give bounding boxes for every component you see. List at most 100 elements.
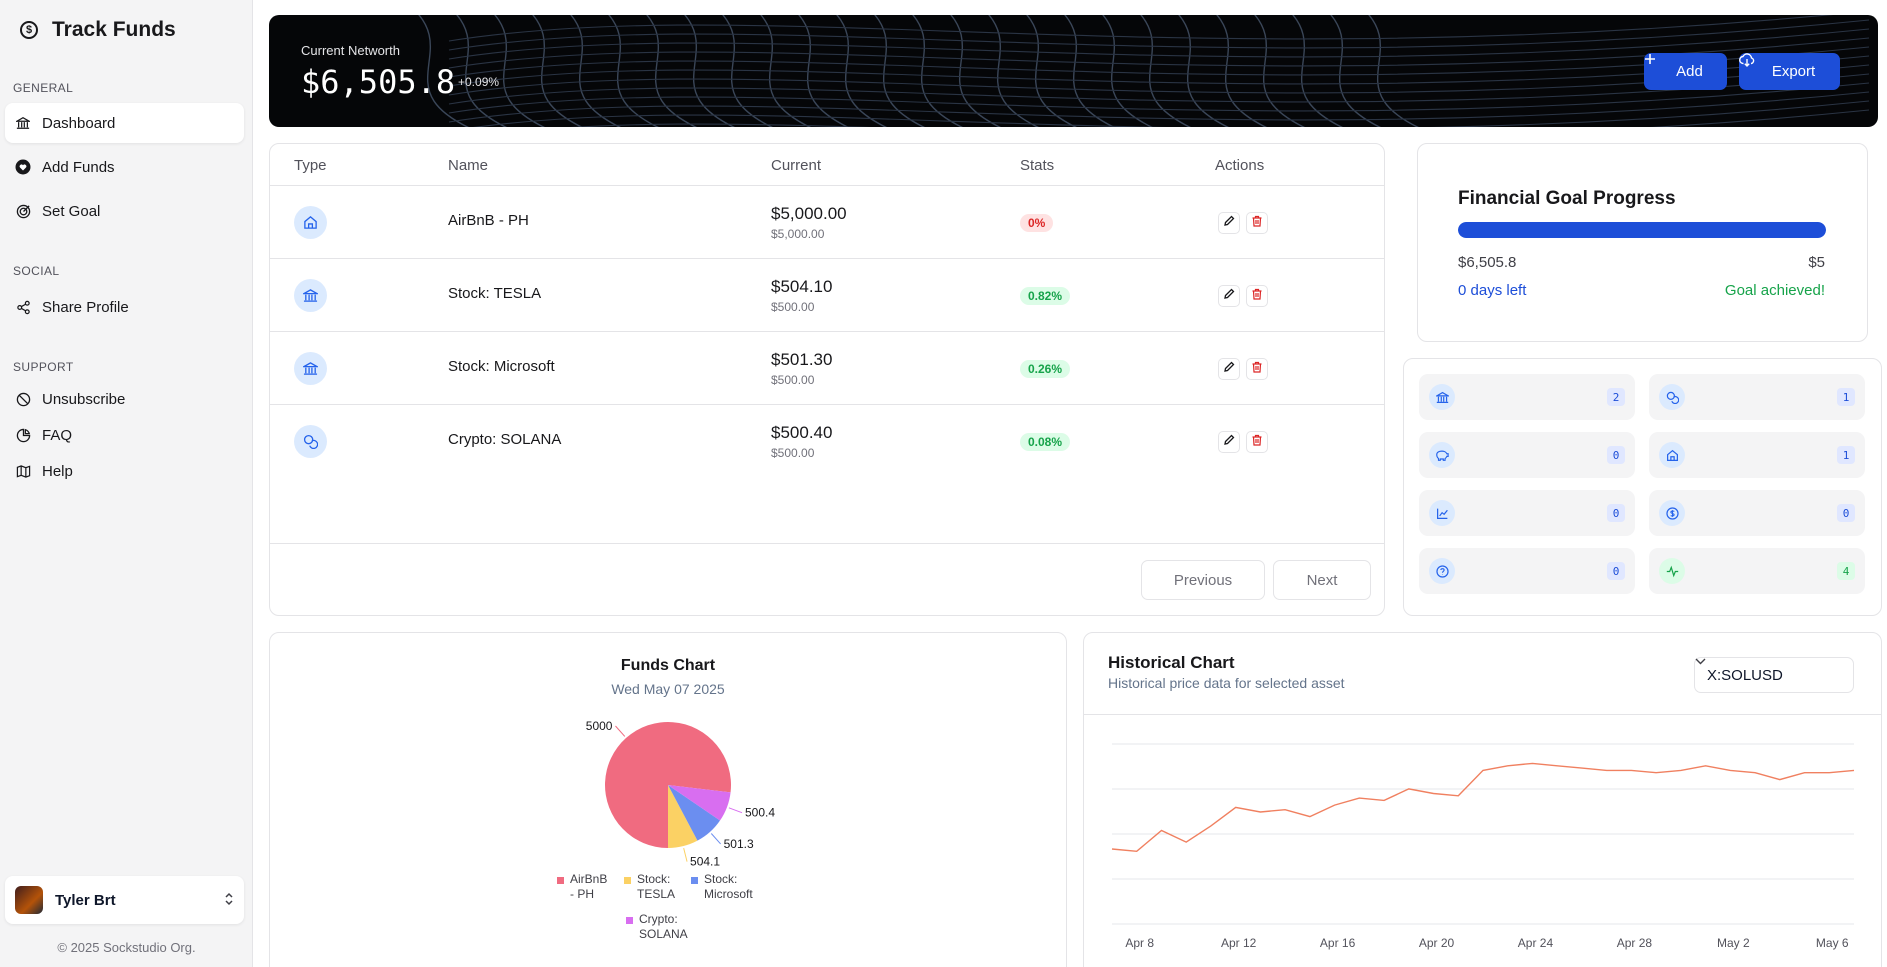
legend-swatch (624, 877, 631, 884)
wave-line (1254, 15, 1306, 127)
wave-line (760, 15, 812, 127)
table-row: Stock: TESLA $504.10 $500.00 0.82% (270, 258, 1384, 331)
next-button[interactable]: Next (1273, 560, 1371, 600)
export-button[interactable]: Export (1739, 53, 1840, 90)
map-icon (14, 462, 32, 480)
legend-label: Stock: TESLA (637, 872, 675, 901)
pie-slice-solana[interactable] (668, 785, 731, 821)
wave-line (418, 15, 470, 127)
asset-select[interactable]: X:SOLUSD (1694, 657, 1854, 693)
coins-icon (294, 425, 327, 458)
wave-line (568, 109, 1870, 127)
wave-line (448, 28, 1870, 60)
sidebar-item-help[interactable]: Help (5, 451, 244, 491)
goal-status: Goal achieved! (1724, 282, 1825, 299)
networth-label: Current Networth (301, 43, 400, 58)
count-card[interactable]: 1 (1649, 374, 1865, 420)
chevron-up-down-icon (224, 892, 234, 909)
previous-button[interactable]: Previous (1141, 560, 1265, 600)
goal-title: Financial Goal Progress (1458, 188, 1676, 209)
networth-value: $6,505.8 (301, 63, 456, 101)
pie-chart: 5000 504.1 501.3 500.4 AirBnB - PH Stock: TESLA… (557, 719, 775, 941)
count-value: 1 (1837, 446, 1855, 464)
brand[interactable]: $ Track Funds (20, 18, 176, 42)
pie-data-label: 504.1 (690, 855, 720, 869)
bank-icon (294, 279, 327, 312)
wave-line (646, 15, 698, 127)
piggy-bank-icon (1429, 442, 1455, 468)
edit-button[interactable] (1218, 358, 1240, 380)
pie-label-leader (710, 833, 721, 845)
wave-line (448, 37, 1870, 69)
sidebar-item-unsubscribe[interactable]: Unsubscribe (5, 379, 244, 419)
wave-line (448, 82, 1870, 114)
wave-line (448, 91, 1870, 123)
add-button[interactable]: Add (1644, 53, 1727, 90)
goal-days-left: 0 days left (1458, 282, 1527, 299)
table-row: Crypto: SOLANA $500.40 $500.00 0.08% (270, 404, 1384, 477)
chart-title: Funds Chart (620, 657, 716, 674)
delete-button[interactable] (1246, 431, 1268, 453)
sidebar-item-label: Dashboard (42, 114, 116, 132)
share-icon (14, 298, 32, 316)
goal-target: $5 (1808, 254, 1825, 271)
x-tick-label: Apr 20 (1419, 936, 1455, 950)
sidebar-item-faq[interactable]: FAQ (5, 415, 244, 455)
row-initial: $500.00 (771, 373, 815, 387)
count-card[interactable]: 0 (1419, 548, 1635, 594)
count-value: 0 (1607, 446, 1625, 464)
pie-chart-icon (14, 426, 32, 444)
edit-button[interactable] (1218, 285, 1240, 307)
delete-button[interactable] (1246, 212, 1268, 234)
edit-button[interactable] (1218, 212, 1240, 234)
pie-slice-tesla[interactable] (668, 785, 698, 848)
delete-button[interactable] (1246, 285, 1268, 307)
pencil-icon (1223, 287, 1235, 305)
x-tick-label: Apr 12 (1221, 936, 1257, 950)
x-tick-label: Apr 8 (1125, 936, 1154, 950)
count-card[interactable]: 0 (1649, 490, 1865, 536)
count-card[interactable]: 2 (1419, 374, 1635, 420)
sidebar-item-dashboard[interactable]: Dashboard (5, 103, 244, 143)
user-menu[interactable]: Tyler Brt (5, 876, 244, 924)
wave-line (570, 15, 622, 127)
wave-line (684, 15, 736, 127)
nav-section-general: GENERAL (13, 81, 74, 95)
sidebar-item-label: Set Goal (42, 202, 101, 220)
wave-line (1102, 15, 1154, 127)
sidebar-item-label: Unsubscribe (42, 390, 126, 408)
asset-select-value: X:SOLUSD (1707, 666, 1783, 684)
chart-date: Wed May 07 2025 (611, 681, 725, 697)
wave-line (1140, 15, 1192, 127)
wave-line (722, 15, 774, 127)
chart-line-icon (1429, 500, 1455, 526)
count-card[interactable]: 4 (1649, 548, 1865, 594)
wave-line (1026, 15, 1078, 127)
wave-pattern (418, 15, 1870, 127)
export-button-label: Export (1771, 63, 1816, 80)
brand-name: Track Funds (52, 18, 176, 41)
trash-icon (1251, 360, 1263, 378)
column-header-actions: Actions (1215, 157, 1265, 174)
count-card[interactable]: 0 (1419, 432, 1635, 478)
count-value: 1 (1837, 388, 1855, 406)
wave-line (1064, 15, 1116, 127)
sidebar-item-label: Help (42, 462, 73, 480)
sidebar-item-set-goal[interactable]: Set Goal (5, 191, 244, 231)
stat-badge: 0.82% (1020, 287, 1071, 305)
delete-button[interactable] (1246, 358, 1268, 380)
divider (1084, 714, 1881, 715)
wave-line (912, 15, 964, 127)
count-card[interactable]: 0 (1419, 490, 1635, 536)
pie-slice-microsoft[interactable] (668, 785, 721, 841)
column-header-name: Name (448, 157, 489, 174)
count-card[interactable]: 1 (1649, 432, 1865, 478)
sidebar-item-share-profile[interactable]: Share Profile (5, 287, 244, 327)
count-value: 0 (1607, 562, 1625, 580)
legend-label: Stock: Microsoft (704, 872, 753, 901)
wave-line (448, 46, 1870, 78)
target-icon (14, 202, 32, 220)
sidebar-item-add-funds[interactable]: Add Funds (5, 147, 244, 187)
bank-icon (294, 352, 327, 385)
edit-button[interactable] (1218, 431, 1240, 453)
